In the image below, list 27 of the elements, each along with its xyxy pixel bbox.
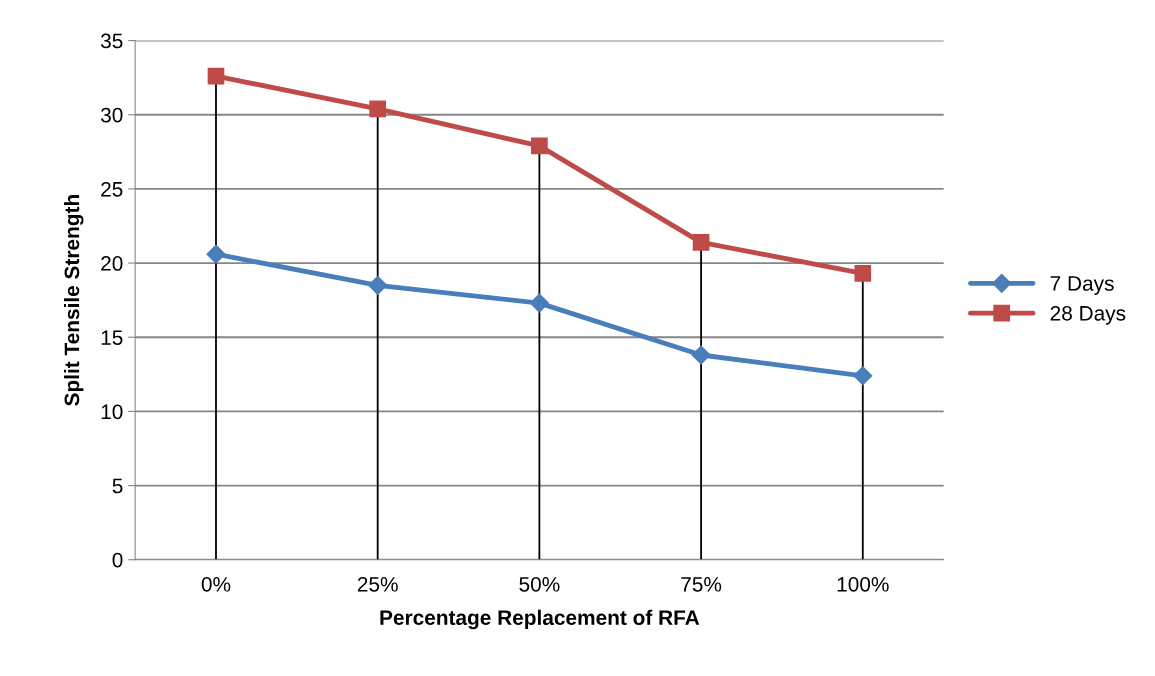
y-tick-label: 30: [100, 107, 123, 123]
x-axis-title: Percentage Replacement of RFA: [380, 609, 700, 630]
y-tick-label: 15: [101, 330, 123, 345]
point: [207, 67, 225, 85]
point: [691, 345, 711, 365]
y-axis-title: Split Tensile Strength: [63, 195, 84, 406]
y-tick-label: 20: [101, 256, 123, 271]
point: [531, 137, 548, 155]
point: [206, 244, 226, 264]
y-tick-label: 25: [101, 181, 123, 197]
y-tick-label: 0: [112, 552, 123, 568]
point: [529, 293, 549, 313]
y-tick-label: 35: [100, 33, 123, 49]
y-tick-label: 5: [112, 478, 123, 494]
x-tick-label: 0%: [201, 576, 231, 592]
x-tick-label: 50%: [519, 576, 560, 592]
point: [853, 366, 873, 386]
point: [854, 265, 872, 282]
legend-label: 28 Days: [1050, 305, 1126, 325]
point: [369, 100, 387, 118]
point: [692, 233, 710, 251]
x-tick-label: 100%: [837, 576, 889, 592]
y-tick-label: 10: [101, 404, 123, 420]
x-tick-label: 75%: [681, 577, 722, 592]
point: [368, 275, 388, 295]
legend-label: 7 Days: [1050, 276, 1114, 295]
x-tick-label: 25%: [357, 576, 398, 592]
